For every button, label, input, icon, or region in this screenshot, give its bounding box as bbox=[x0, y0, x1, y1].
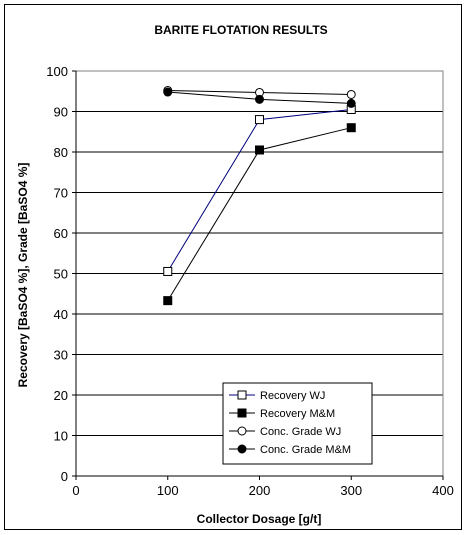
y-tick-label-100: 100 bbox=[46, 64, 68, 79]
legend-label-2: Recovery M&M bbox=[260, 408, 335, 420]
y-axis-label: Recovery [BaSO4 %], Grade [BaSO4 %] bbox=[16, 163, 30, 388]
y-tick-label-0: 0 bbox=[61, 469, 68, 484]
legend-marker-2 bbox=[237, 408, 247, 418]
series-4-point-3 bbox=[346, 98, 356, 108]
x-tick-label-400: 400 bbox=[432, 483, 454, 498]
series-1-point-1 bbox=[163, 266, 173, 276]
series-2-point-2 bbox=[255, 145, 264, 155]
series-1-point-2 bbox=[255, 115, 264, 125]
y-tick-label-90: 90 bbox=[54, 105, 68, 120]
legend-label-3: Conc. Grade WJ bbox=[260, 426, 341, 438]
plot-area: 0 10 20 30 40 50 60 70 80 90 100 0 100 200 300 400 Recov… bbox=[46, 64, 454, 498]
legend-label-4: Conc. Grade M&M bbox=[260, 444, 351, 456]
legend-label-1: Recovery WJ bbox=[260, 390, 325, 402]
x-tick-label-100: 100 bbox=[157, 483, 179, 498]
y-tick-label-50: 50 bbox=[54, 267, 68, 282]
x-axis-label: Collector Dosage [g/t] bbox=[197, 512, 322, 526]
x-tick-label-300: 300 bbox=[340, 483, 362, 498]
legend-box bbox=[222, 382, 373, 465]
legend-marker-3 bbox=[237, 426, 247, 436]
series-4-point-2 bbox=[255, 94, 264, 104]
y-tick-label-70: 70 bbox=[54, 186, 68, 201]
y-tick-label-80: 80 bbox=[54, 145, 68, 160]
y-tick-label-20: 20 bbox=[54, 388, 68, 403]
x-tick-label-200: 200 bbox=[249, 483, 271, 498]
chart-title: BARITE FLOTATION RESULTS bbox=[154, 23, 327, 37]
series-2-point-1 bbox=[163, 296, 173, 306]
x-tick-label-0: 0 bbox=[72, 483, 79, 498]
y-tick-label-40: 40 bbox=[54, 307, 68, 322]
series-2-point-3 bbox=[346, 123, 356, 133]
y-tick-label-30: 30 bbox=[54, 348, 68, 363]
series-3-point-3 bbox=[346, 89, 356, 99]
legend-marker-1 bbox=[237, 390, 247, 400]
y-tick-label-10: 10 bbox=[54, 429, 68, 444]
legend-marker-4 bbox=[237, 444, 247, 454]
y-tick-label-60: 60 bbox=[54, 226, 68, 241]
series-4-point-1 bbox=[163, 87, 173, 97]
series-line-1 bbox=[167, 108, 352, 272]
